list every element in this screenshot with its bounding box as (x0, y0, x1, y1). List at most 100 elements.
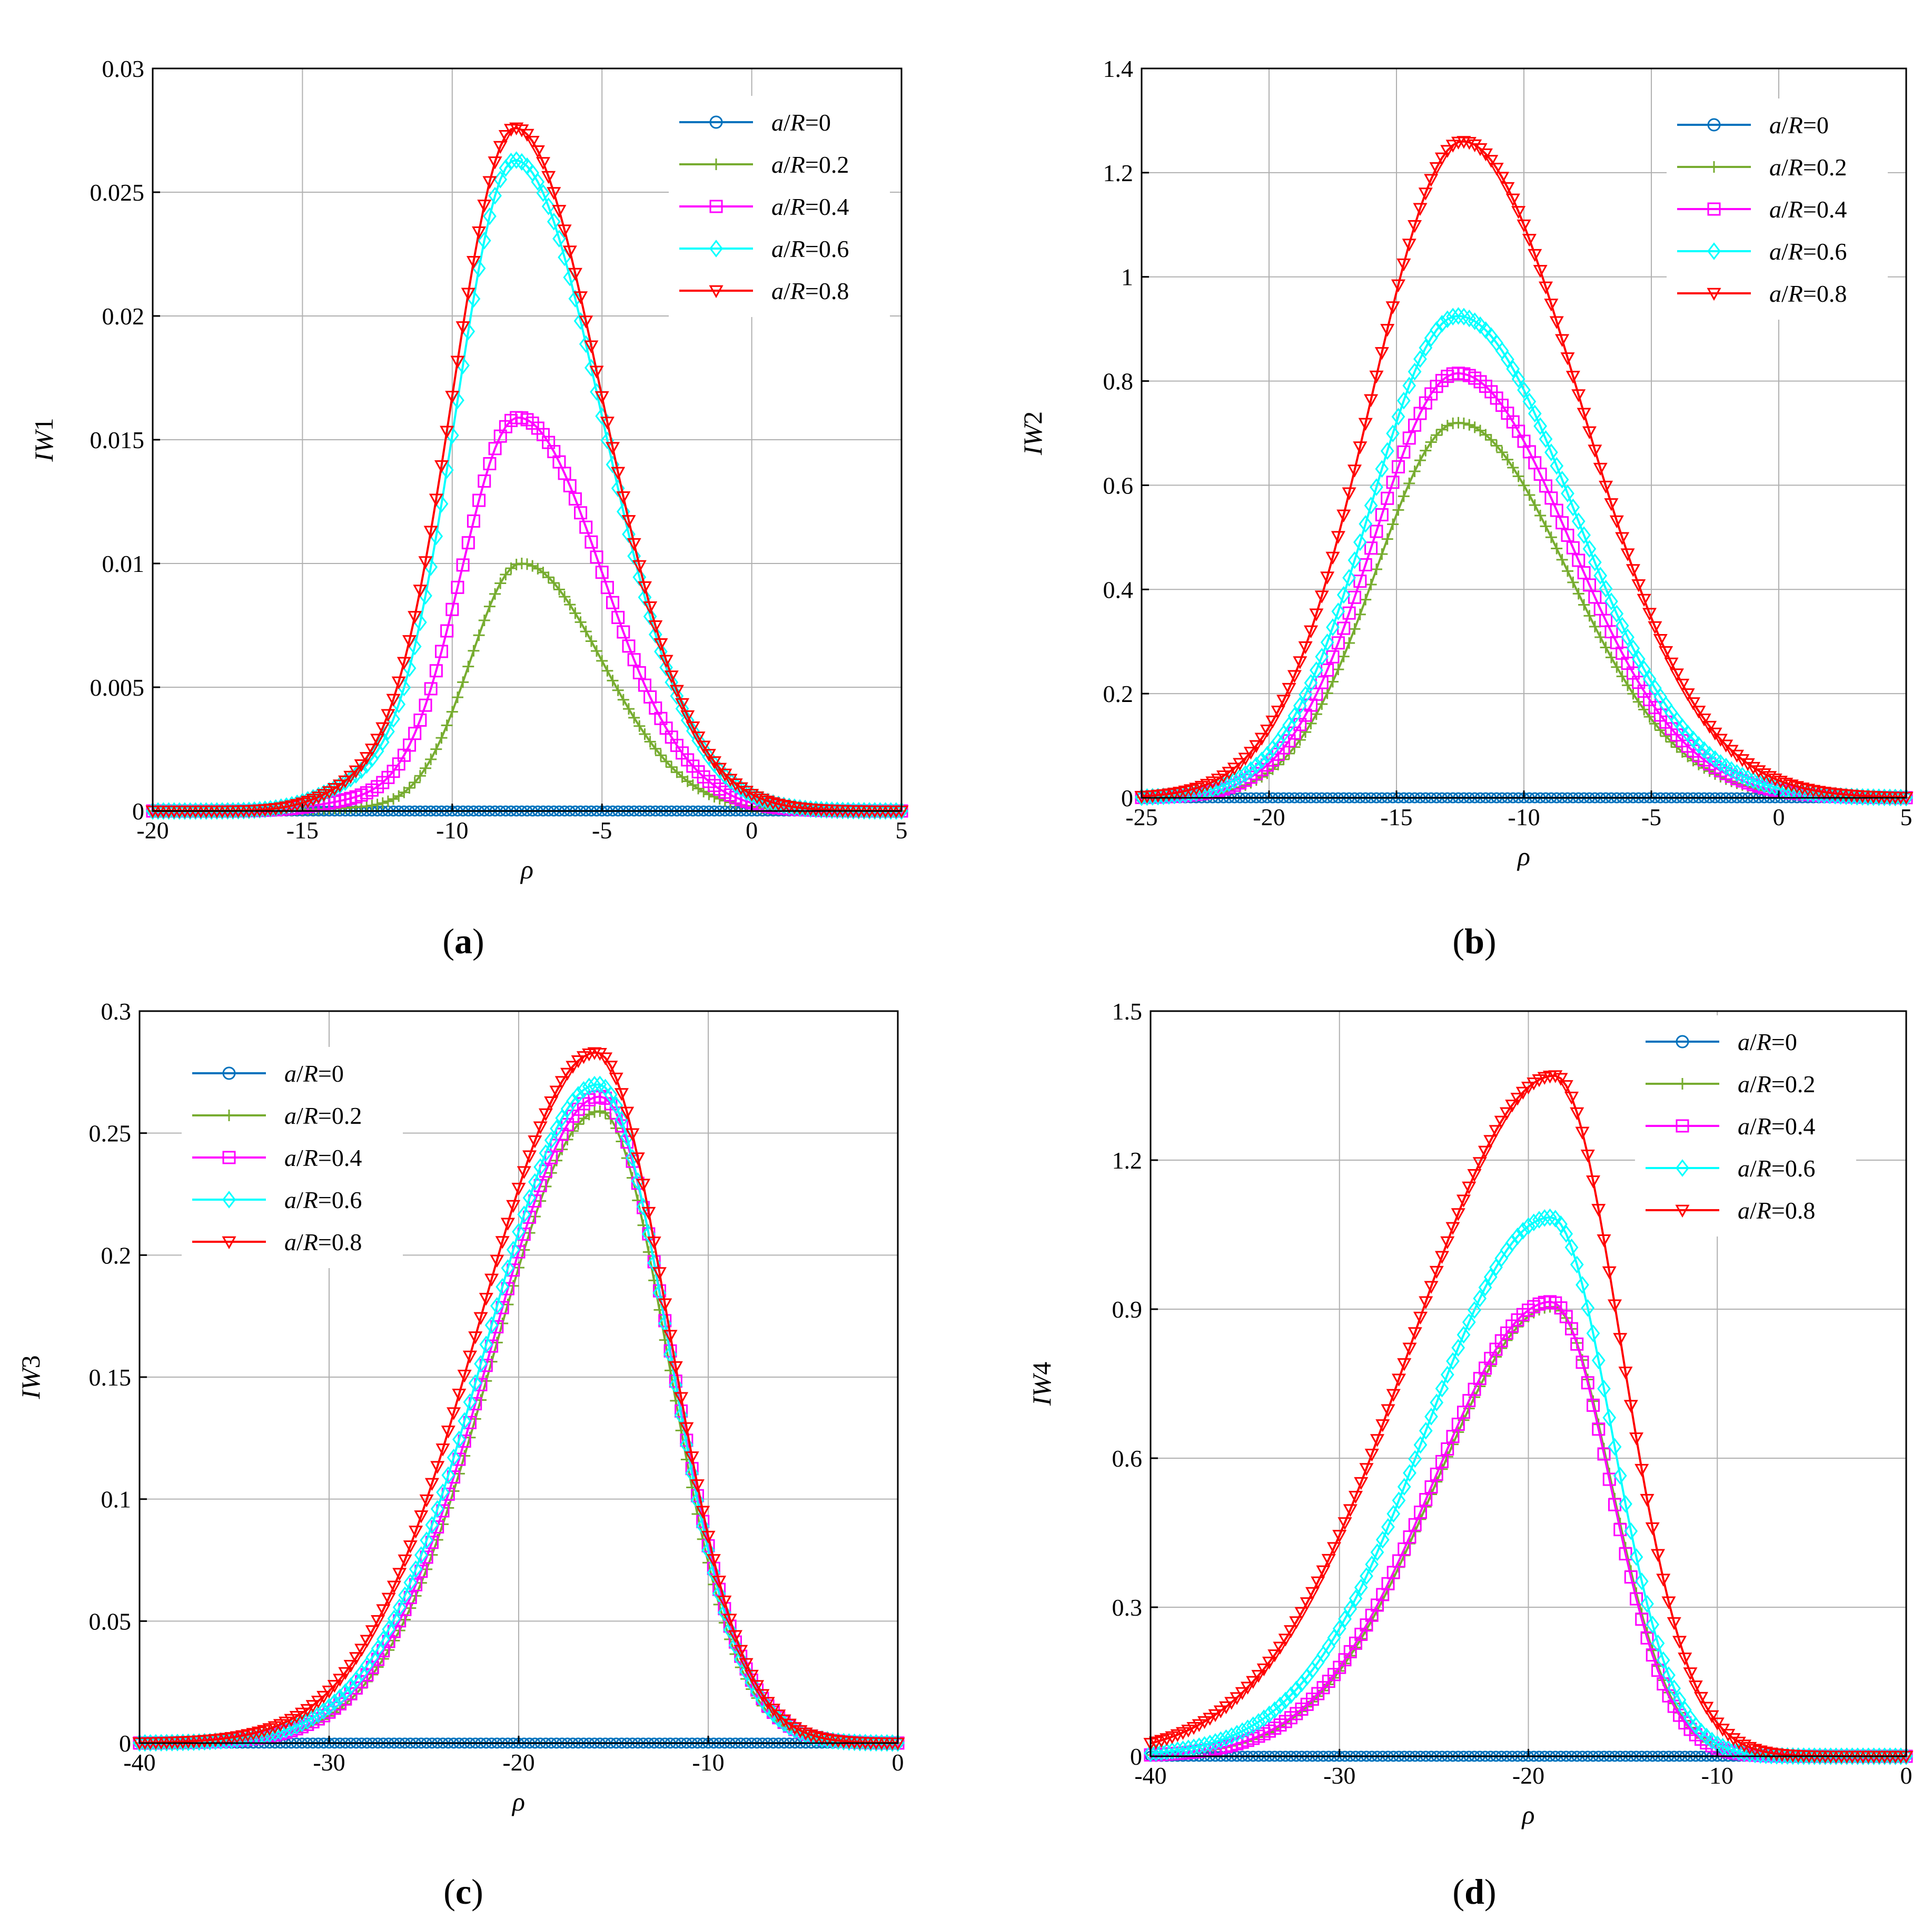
data-point (1293, 697, 1307, 715)
data-point (636, 1179, 651, 1192)
data-point (1478, 148, 1493, 162)
data-point (579, 520, 593, 534)
data-point (1662, 1666, 1676, 1684)
legend-label-a: a (771, 193, 784, 220)
data-point (1386, 1505, 1401, 1523)
data-point (547, 213, 561, 231)
data-point (617, 694, 629, 706)
data-point (671, 766, 683, 778)
data-point (501, 1259, 515, 1277)
data-point (685, 1451, 699, 1465)
data-point (408, 611, 422, 624)
data-point (371, 1615, 385, 1628)
data-point (409, 1526, 423, 1539)
data-point (568, 268, 582, 281)
data-point (1571, 512, 1586, 530)
data-point (1597, 1380, 1611, 1398)
data-point (1353, 575, 1367, 588)
data-point (579, 315, 593, 329)
data-point (343, 1660, 358, 1673)
data-point (462, 1350, 477, 1364)
data-point (531, 173, 545, 191)
data-point (1267, 1649, 1282, 1663)
data-point (1332, 664, 1344, 676)
data-point (483, 207, 497, 225)
data-point (569, 607, 581, 619)
data-point (1527, 1213, 1541, 1232)
data-point (509, 122, 524, 136)
data-point (1532, 1211, 1546, 1229)
data-point (717, 1604, 731, 1621)
data-point (1528, 249, 1542, 262)
data-point (1555, 471, 1569, 489)
data-point (643, 607, 657, 626)
legend-label-a: a (1769, 112, 1781, 139)
legend-label-a: a (1769, 280, 1781, 307)
data-point (311, 1695, 325, 1709)
y-axis-label-var: IW (1018, 422, 1047, 456)
panel-caption: (b) (1452, 921, 1496, 961)
data-point (1586, 1324, 1600, 1342)
legend-label-value: =0.2 (318, 1102, 362, 1129)
data-point (1534, 510, 1547, 522)
data-point (539, 1144, 553, 1162)
data-point (722, 1614, 737, 1627)
data-point (1402, 431, 1416, 445)
legend-label-value: =0.4 (1771, 1113, 1815, 1140)
data-point (580, 626, 592, 638)
data-point (734, 1645, 748, 1658)
data-point (1618, 1367, 1633, 1380)
data-point (1325, 551, 1340, 565)
data-point (788, 1722, 802, 1735)
y-tick-label: 0.005 (90, 674, 145, 701)
legend-label-r: R (1788, 196, 1803, 223)
caption-letter: c (455, 1872, 471, 1912)
data-point (594, 1105, 606, 1117)
data-point (1473, 316, 1487, 334)
data-point (612, 684, 624, 696)
data-point (793, 1725, 808, 1738)
data-point (647, 1236, 661, 1250)
data-point (659, 658, 673, 677)
data-point (488, 186, 502, 205)
y-axis-label: IW1 (29, 418, 58, 462)
data-point (1691, 736, 1706, 754)
data-point (456, 558, 470, 572)
data-point (1197, 1716, 1212, 1729)
data-point (632, 568, 647, 586)
data-point (316, 1702, 331, 1720)
series-line (1141, 140, 1907, 798)
data-point (1539, 430, 1553, 448)
data-point (655, 749, 667, 761)
data-point (1397, 445, 1411, 459)
data-point (1462, 137, 1477, 150)
y-tick-label: 0.9 (1112, 1296, 1143, 1323)
data-point (1256, 1663, 1271, 1677)
data-point (381, 723, 395, 740)
data-point (648, 626, 662, 644)
data-point (1578, 599, 1590, 611)
data-point (1326, 1542, 1342, 1555)
data-point (658, 1298, 672, 1311)
data-point (1630, 1592, 1643, 1606)
data-point (622, 525, 636, 543)
data-point (1309, 608, 1324, 621)
data-point (601, 665, 613, 677)
caption-letter: b (1464, 921, 1484, 961)
y-axis-label: IW2 (1018, 411, 1047, 456)
data-point (1244, 761, 1258, 779)
data-point (625, 1128, 640, 1141)
data-point (451, 691, 463, 704)
data-point (1370, 563, 1382, 576)
legend-label-a: a (1769, 196, 1781, 223)
data-point (1527, 1077, 1541, 1091)
data-point (766, 797, 780, 810)
data-point (429, 493, 443, 507)
legend-label-a: a (284, 1102, 296, 1129)
data-point (1413, 1436, 1428, 1454)
data-point (1370, 525, 1383, 538)
legend-label-value: =0.6 (1803, 238, 1847, 265)
data-point (1445, 1222, 1460, 1235)
legend-label: a/R=0 (1738, 1028, 1797, 1055)
data-point (1254, 733, 1269, 746)
